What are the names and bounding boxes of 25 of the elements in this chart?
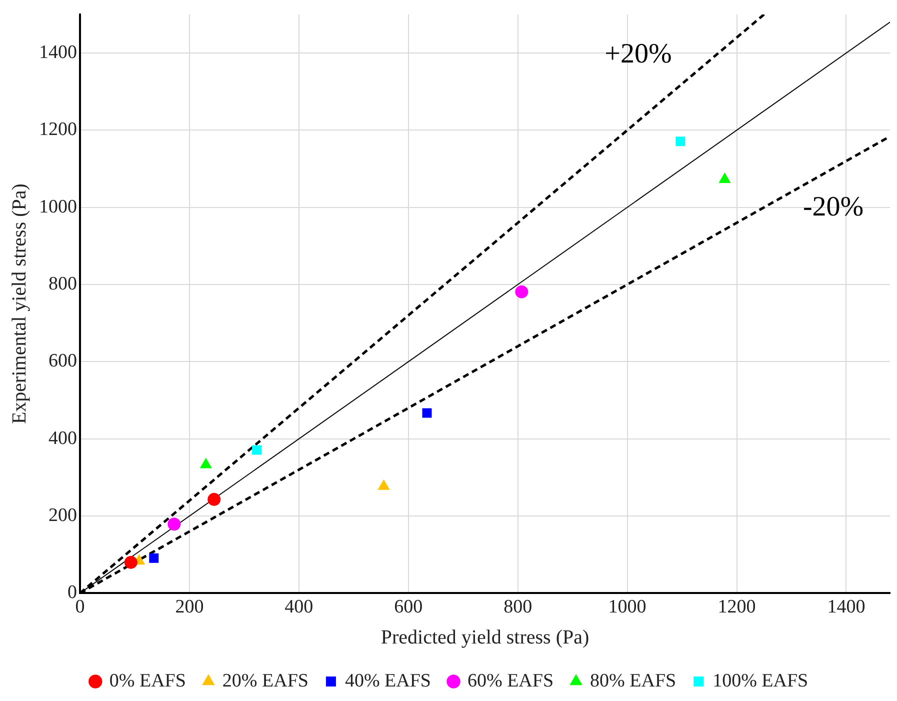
series-label: +20%: [604, 38, 672, 70]
legend-label: 80% EAFS: [590, 670, 676, 692]
legend-label: 0% EAFS: [109, 670, 186, 692]
y-tick-label: 1200: [39, 119, 77, 140]
legend-label: 20% EAFS: [222, 670, 308, 692]
legend-label: 100% EAFS: [712, 670, 808, 692]
y-axis-title: Experimental yield stress (Pa): [8, 184, 30, 424]
x-tick-label: 800: [504, 596, 532, 618]
x-tick-label: 200: [175, 596, 204, 618]
x-tick-label: 1400: [827, 596, 866, 618]
y-tick-label: 800: [48, 273, 77, 294]
y-tick-label: 1400: [39, 42, 77, 63]
series-label: -20%: [802, 192, 864, 223]
legend-label: 40% EAFS: [344, 670, 432, 692]
y-tick-label: 0: [68, 582, 77, 604]
x-tick-label: 1000: [608, 596, 646, 618]
x-axis-title: Predicted yield stress (Pa): [380, 626, 590, 648]
x-tick-label: 1200: [718, 596, 756, 618]
x-tick-label: 400: [284, 596, 314, 618]
y-tick-label: 1000: [39, 196, 77, 218]
y-tick-label: 200: [48, 505, 77, 526]
y-tick-label: 600: [48, 350, 77, 372]
y-tick-label: 400: [48, 428, 77, 449]
legend-label: 60% EAFS: [468, 670, 554, 692]
x-tick-label: 600: [394, 596, 423, 618]
